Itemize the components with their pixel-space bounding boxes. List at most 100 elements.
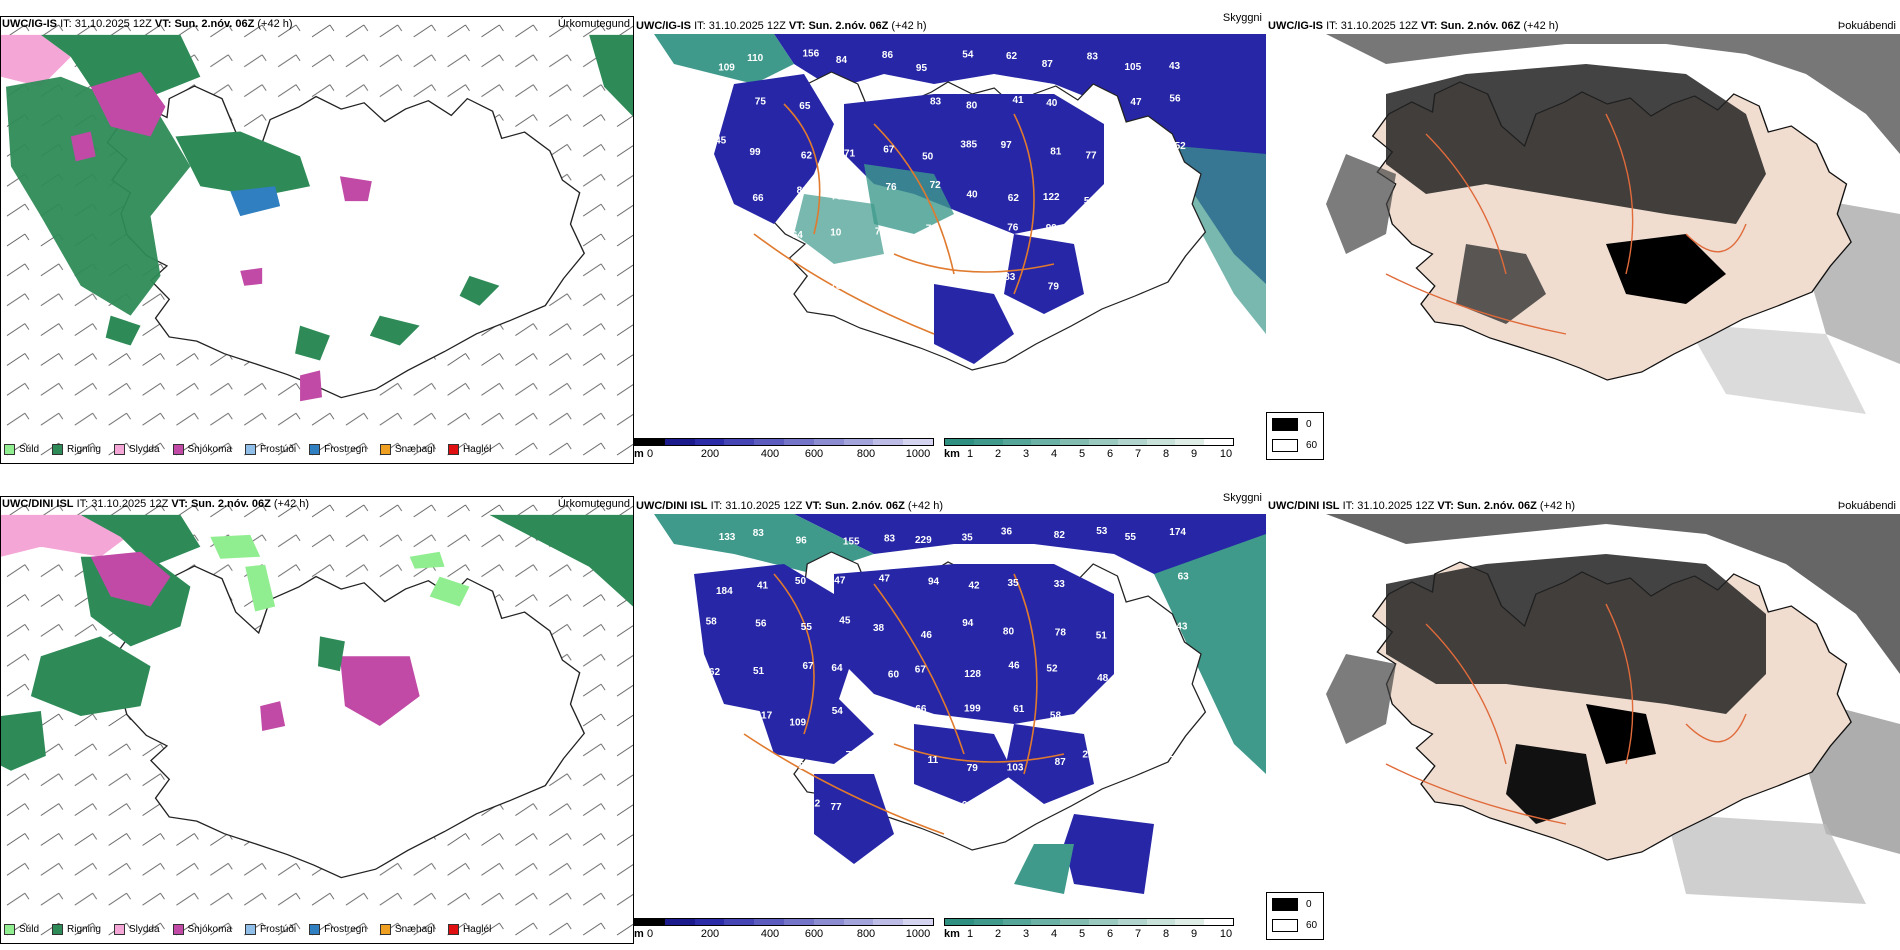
fog-header: UWC/DINI ISL IT: 31.10.2025 12Z VT: Sun.… bbox=[1268, 500, 1896, 512]
fog-header: UWC/IG-IS IT: 31.10.2025 12Z VT: Sun. 2.… bbox=[1268, 20, 1896, 32]
visibility-value-label: 94 bbox=[1135, 619, 1147, 630]
legend-item-haglel: Haglél bbox=[447, 443, 491, 455]
visibility-value-label: 58 bbox=[706, 617, 718, 628]
visibility-value-label: 76 bbox=[886, 182, 898, 193]
visibility-value-label: 64 bbox=[792, 230, 804, 241]
height-colorbar-bar bbox=[634, 918, 934, 926]
visibility-value-label: 87 bbox=[1172, 234, 1184, 245]
visibility-value-label: 78 bbox=[1055, 628, 1067, 639]
visibility-value-label: 228 bbox=[1082, 749, 1099, 760]
visibility-title: Skyggni bbox=[1222, 492, 1262, 504]
legend-swatch bbox=[52, 443, 64, 455]
legend-item-snaehagl: Snæhagl bbox=[379, 923, 435, 935]
visibility-panel-row1: UWC/IG-IS IT: 31.10.2025 12Z VT: Sun. 2.… bbox=[634, 12, 1266, 464]
visibility-value-label: 133 bbox=[719, 532, 736, 543]
visibility-value-label: 37 bbox=[1133, 583, 1145, 594]
visibility-value-label: 62 bbox=[801, 151, 813, 162]
visibility-value-label: 67 bbox=[915, 664, 927, 675]
visibility-value-label: 35 bbox=[1008, 578, 1020, 589]
precip-panel-row1: UWC/IG-IS IT: 31.10.2025 12Z VT: Sun. 2.… bbox=[0, 12, 634, 464]
visibility-header: UWC/DINI ISL IT: 31.10.2025 12Z VT: Sun.… bbox=[636, 492, 1262, 512]
visibility-value-label: 58 bbox=[878, 91, 890, 102]
visibility-value-label: 58 bbox=[831, 93, 843, 104]
visibility-value-label: 67 bbox=[883, 145, 895, 156]
legend-swatch bbox=[113, 443, 125, 455]
visibility-value-label: 94 bbox=[962, 618, 974, 629]
legend-swatch bbox=[1272, 439, 1298, 452]
fog-map-graphic bbox=[1266, 514, 1900, 944]
visibility-value-label: 50 bbox=[958, 239, 970, 250]
legend-swatch bbox=[309, 923, 321, 935]
visibility-value-label: 83 bbox=[753, 528, 765, 539]
visibility-value-label: 40 bbox=[967, 190, 979, 201]
visibility-value-label: 94 bbox=[928, 577, 940, 588]
visibility-value-label: 55 bbox=[1125, 532, 1137, 543]
visibility-value-label: 84 bbox=[836, 55, 848, 66]
visibility-value-label: 83 bbox=[1004, 272, 1016, 283]
legend-item-slydda: Slydda bbox=[113, 443, 160, 455]
visibility-value-label: 66 bbox=[1011, 807, 1023, 818]
visibility-labels: 133 83 96 155 83 229 35 36 82 53 55 174 184 41 50 47 47 9… bbox=[706, 526, 1190, 818]
visibility-value-label: 86 bbox=[882, 50, 894, 61]
visibility-value-label: 75 bbox=[755, 96, 767, 107]
visibility-value-label: 48 bbox=[1097, 673, 1109, 684]
precip-header: UWC/DINI ISL IT: 31.10.2025 12Z VT: Sun.… bbox=[2, 498, 630, 510]
visibility-value-label: 74 bbox=[715, 707, 727, 718]
visibility-value-label: 65 bbox=[799, 101, 811, 112]
legend-item-snjokoma: Snjókoma bbox=[172, 923, 232, 935]
it-value: 31.10.2025 12Z bbox=[74, 18, 152, 30]
fog-map-graphic bbox=[1266, 34, 1900, 464]
visibility-title: Skyggni bbox=[1222, 12, 1262, 24]
visibility-value-label: 54 bbox=[962, 49, 974, 60]
legend-swatch bbox=[309, 443, 321, 455]
fog-panel-row1: UWC/IG-IS IT: 31.10.2025 12Z VT: Sun. 2.… bbox=[1266, 12, 1900, 464]
legend-swatch bbox=[1272, 418, 1298, 431]
visibility-value-label: 67 bbox=[1136, 664, 1148, 675]
visibility-value-label: 78 bbox=[926, 224, 938, 235]
visibility-value-label: 33 bbox=[1054, 579, 1066, 590]
precip-map bbox=[0, 16, 634, 464]
visibility-value-label: 87 bbox=[1042, 59, 1054, 70]
visibility-value-label: 56 bbox=[705, 195, 717, 206]
visibility-value-label: 42 bbox=[969, 581, 981, 592]
precip-panel-row2: UWC/DINI ISL IT: 31.10.2025 12Z VT: Sun.… bbox=[0, 492, 634, 944]
visibility-value-label: 82 bbox=[1054, 530, 1066, 541]
visibility-value-label: 45 bbox=[839, 616, 851, 627]
visibility-value-label: 66 bbox=[753, 193, 765, 204]
visibility-value-label: 43 bbox=[1169, 61, 1181, 72]
visibility-value-label: 78 bbox=[792, 272, 804, 283]
visibility-value-label: 60 bbox=[888, 670, 900, 681]
visibility-value-label: 113 bbox=[972, 276, 989, 287]
visibility-value-label: 103 bbox=[1007, 763, 1024, 774]
visibility-value-label: 72 bbox=[930, 180, 942, 191]
visibility-value-label: 45 bbox=[715, 136, 727, 147]
visibility-value-label: 52 bbox=[1175, 141, 1187, 152]
visibility-value-label: 78 bbox=[709, 282, 721, 293]
visibility-value-label: 385 bbox=[960, 140, 977, 151]
lead-time: (+42 h) bbox=[257, 18, 293, 30]
visibility-value-label: 263 bbox=[1089, 229, 1106, 240]
visibility-value-label: 72 bbox=[1174, 192, 1186, 203]
fog-title: Þokuábendi bbox=[1837, 500, 1896, 512]
visibility-value-label: 78 bbox=[757, 277, 769, 288]
visibility-value-label: 109 bbox=[718, 63, 735, 74]
visibility-value-label: 78 bbox=[753, 327, 765, 338]
visibility-value-label: 40 bbox=[1046, 98, 1058, 109]
visibility-value-label: 99 bbox=[750, 147, 762, 158]
visibility-value-label: 47 bbox=[879, 573, 891, 584]
visibility-value-label: 282 bbox=[1125, 196, 1142, 207]
visibility-map bbox=[634, 514, 1266, 916]
visibility-value-label: 122 bbox=[1043, 192, 1060, 203]
visibility-value-label: 60 bbox=[1086, 704, 1098, 715]
distance-unit: km bbox=[944, 928, 960, 940]
visibility-value-label: 62 bbox=[1008, 193, 1020, 204]
model-name: UWC/IG-IS bbox=[2, 18, 57, 30]
visibility-value-label: 83 bbox=[930, 97, 942, 108]
visibility-value-label: 101 bbox=[748, 798, 765, 809]
visibility-value-label: 57 bbox=[881, 720, 893, 731]
fog-panel-row2: UWC/DINI ISL IT: 31.10.2025 12Z VT: Sun.… bbox=[1266, 492, 1900, 944]
visibility-value-label: 71 bbox=[844, 149, 856, 160]
visibility-value-label: 46 bbox=[921, 630, 933, 641]
fog-map bbox=[1266, 514, 1900, 944]
precip-map bbox=[0, 496, 634, 944]
